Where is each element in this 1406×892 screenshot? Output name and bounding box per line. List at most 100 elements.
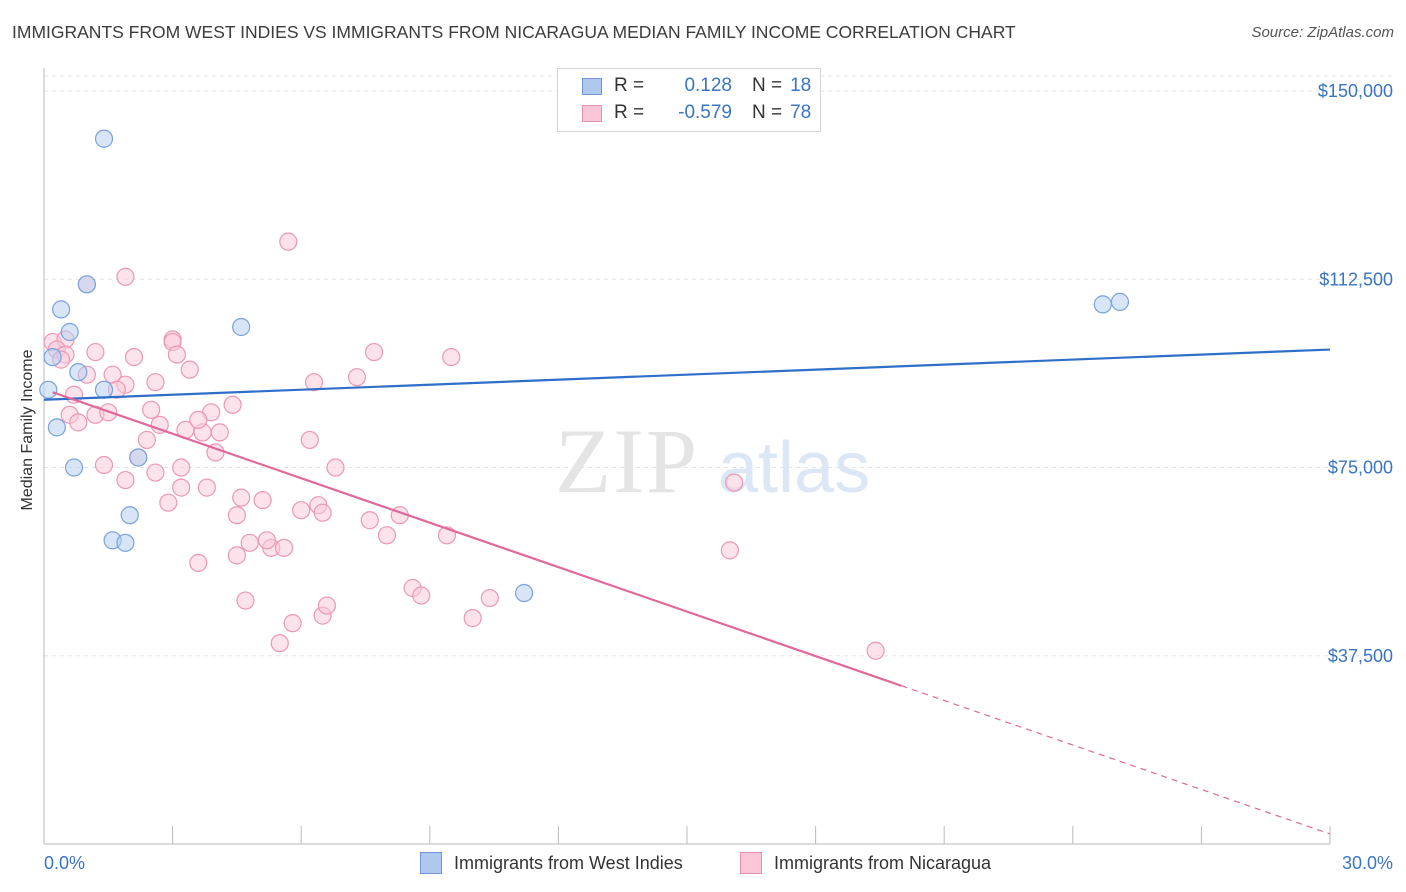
pink-data-point xyxy=(236,591,255,610)
blue-data-point xyxy=(60,322,79,342)
pink-data-point xyxy=(442,347,461,367)
legend-row-nicaragua: R = -0.579 N = 78 xyxy=(582,100,811,126)
blue-data-point xyxy=(1110,292,1130,311)
legend-swatch-blue xyxy=(582,77,602,95)
axes xyxy=(43,68,1331,845)
pink-data-point xyxy=(137,430,156,450)
blue-data-point xyxy=(120,506,139,525)
pink-data-point xyxy=(189,410,208,429)
legend-series-label: Immigrants from West Indies xyxy=(454,852,683,873)
pink-data-point xyxy=(223,395,242,414)
y-axis-label: Median Family Income xyxy=(19,349,36,511)
x-tick-label: 30.0% xyxy=(1342,853,1393,873)
pink-data-point xyxy=(279,232,298,251)
pink-data-point xyxy=(480,588,499,608)
blue-data-point xyxy=(1093,295,1112,314)
blue-data-point xyxy=(232,317,251,337)
pink-data-point xyxy=(360,511,379,530)
pink-data-point xyxy=(364,342,384,362)
blue-data-point xyxy=(47,418,66,437)
x-tick-label: 0.0% xyxy=(44,853,85,873)
pink-trend-line xyxy=(52,391,902,687)
pink-data-point xyxy=(232,488,251,507)
pink-data-point xyxy=(167,345,186,364)
blue-data-point xyxy=(69,363,88,382)
pink-data-point xyxy=(725,473,744,492)
y-tick-label: $75,000 xyxy=(1328,458,1393,478)
pink-data-point xyxy=(172,458,191,477)
pink-data-point xyxy=(300,430,319,450)
watermark-zip: ZIP xyxy=(555,410,699,512)
legend-r-label: R = xyxy=(614,102,645,123)
data-points xyxy=(39,129,1130,660)
y-tick-label: $150,000 xyxy=(1318,81,1393,101)
pink-data-point xyxy=(172,478,191,497)
y-axis-label-wrap: Median Family Income xyxy=(16,300,40,560)
legend-row-west-indies: R = 0.128 N = 18 xyxy=(582,73,811,99)
pink-data-point xyxy=(240,533,259,552)
y-tick-label: $37,500 xyxy=(1328,646,1393,666)
pink-trend-extension xyxy=(901,685,1331,835)
grid-lines xyxy=(44,75,1394,657)
pink-data-point xyxy=(227,506,246,525)
pink-data-point xyxy=(257,531,277,550)
blue-data-point xyxy=(94,380,114,399)
pink-data-point xyxy=(210,423,229,442)
bottom-legend-west-indies: Immigrants from West Indies xyxy=(420,852,683,874)
correlation-legend: R = 0.128 N = 18 R = -0.579 N = 78 xyxy=(557,68,821,132)
blue-data-point xyxy=(116,533,135,552)
pink-data-point xyxy=(377,526,397,545)
bottom-legend-nicaragua: Immigrants from Nicaragua xyxy=(740,852,991,874)
pink-data-point xyxy=(412,586,431,605)
blue-data-point xyxy=(515,583,534,603)
pink-data-point xyxy=(326,458,345,477)
pink-data-point xyxy=(189,553,208,573)
pink-data-point xyxy=(146,463,165,482)
legend-r-value: -0.579 xyxy=(678,102,732,123)
pink-data-point xyxy=(124,347,144,367)
tick-labels: $37,500 $75,000 $112,500 $150,000 0.0% 30.0% xyxy=(44,81,1393,873)
pink-data-point xyxy=(283,614,302,633)
blue-data-point xyxy=(129,448,148,467)
legend-n-value: 78 xyxy=(790,102,812,123)
pink-data-point xyxy=(292,501,311,520)
pink-data-point xyxy=(274,538,294,557)
pink-data-point xyxy=(317,596,337,615)
blue-data-point xyxy=(64,458,84,477)
pink-data-point xyxy=(146,373,165,392)
pink-data-point xyxy=(159,493,178,512)
blue-data-point xyxy=(94,129,114,148)
legend-swatch-pink xyxy=(582,104,602,122)
pink-data-point xyxy=(463,609,482,628)
pink-data-point xyxy=(69,413,88,432)
pink-data-point xyxy=(116,470,135,490)
pink-data-point xyxy=(150,415,169,434)
legend-series-label: Immigrants from Nicaragua xyxy=(774,852,992,873)
blue-data-point xyxy=(52,300,71,319)
pink-data-point xyxy=(270,634,289,653)
legend-swatch-pink xyxy=(740,852,762,874)
blue-data-point xyxy=(77,275,96,294)
pink-data-point xyxy=(180,360,199,379)
trend-lines xyxy=(43,348,1331,835)
pink-data-point xyxy=(253,491,272,510)
pink-data-point xyxy=(94,455,114,475)
pink-data-point xyxy=(313,503,332,522)
legend-n-label: N = xyxy=(752,75,783,96)
pink-data-point xyxy=(347,368,367,387)
pink-data-point xyxy=(116,267,135,286)
blue-data-point xyxy=(39,380,58,399)
pink-data-point xyxy=(197,478,216,497)
pink-data-point xyxy=(86,342,105,362)
y-tick-label: $112,500 xyxy=(1319,269,1393,289)
pink-data-point xyxy=(304,373,324,392)
source-attribution: Source: ZipAtlas.com xyxy=(1251,24,1394,41)
legend-r-value: 0.128 xyxy=(684,75,732,96)
watermark-atlas: atlas xyxy=(718,428,870,508)
chart-title: IMMIGRANTS FROM WEST INDIES VS IMMIGRANT… xyxy=(12,22,1016,42)
legend-n-label: N = xyxy=(752,102,783,123)
blue-trend-line xyxy=(43,348,1331,401)
legend-swatch-blue xyxy=(420,852,442,874)
pink-data-point xyxy=(142,400,161,419)
